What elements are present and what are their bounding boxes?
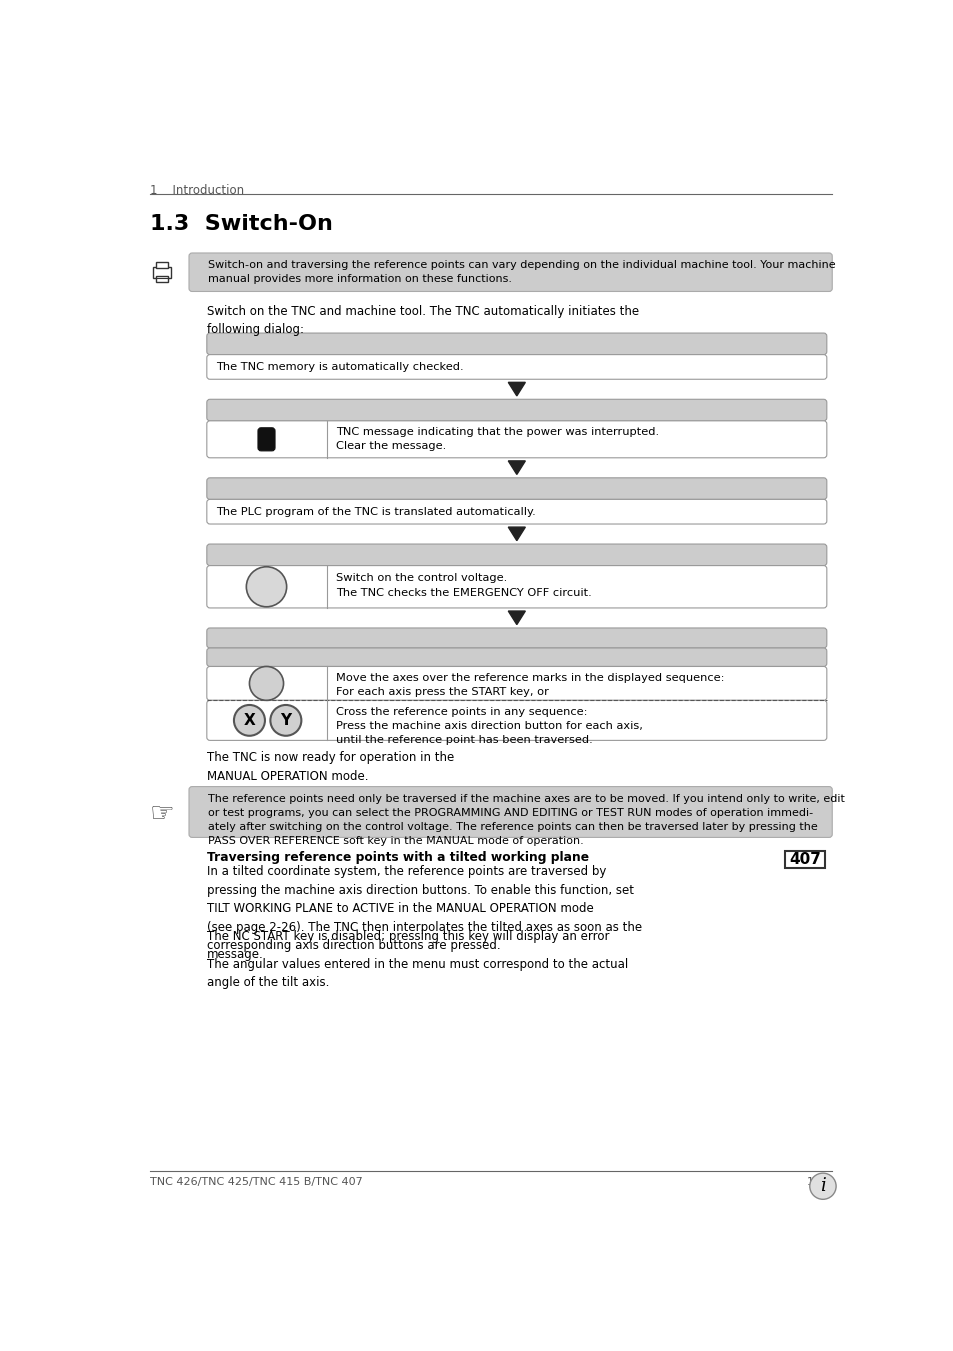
- Text: Switch on the TNC and machine tool. The TNC automatically initiates the
followin: Switch on the TNC and machine tool. The …: [207, 304, 639, 336]
- Text: Switch-on and traversing the reference points can vary depending on the individu: Switch-on and traversing the reference p…: [208, 259, 835, 284]
- Bar: [784, 851, 824, 869]
- Text: Move the axes over the reference marks in the displayed sequence:
For each axis : Move the axes over the reference marks i…: [335, 673, 724, 697]
- Text: i: i: [820, 1177, 825, 1196]
- FancyBboxPatch shape: [207, 648, 826, 666]
- Text: The NC START key is disabled; pressing this key will display an error
message.: The NC START key is disabled; pressing t…: [207, 929, 609, 962]
- FancyBboxPatch shape: [207, 666, 826, 700]
- Text: Traversing reference points with a tilted working plane: Traversing reference points with a tilte…: [207, 851, 588, 865]
- Text: Switch on the control voltage.
The TNC checks the EMERGENCY OFF circuit.: Switch on the control voltage. The TNC c…: [335, 573, 592, 597]
- Text: Y: Y: [280, 713, 291, 728]
- FancyBboxPatch shape: [189, 253, 831, 292]
- Text: TNC message indicating that the power was interrupted.
Clear the message.: TNC message indicating that the power wa…: [335, 427, 659, 451]
- Circle shape: [249, 666, 283, 700]
- FancyBboxPatch shape: [207, 400, 826, 422]
- FancyBboxPatch shape: [207, 478, 826, 500]
- Text: X: X: [243, 713, 255, 728]
- Circle shape: [246, 567, 286, 607]
- Polygon shape: [508, 527, 525, 540]
- Text: The angular values entered in the menu must correspond to the actual
angle of th: The angular values entered in the menu m…: [207, 958, 627, 989]
- Text: 407: 407: [788, 852, 821, 867]
- Circle shape: [809, 1173, 835, 1200]
- FancyBboxPatch shape: [207, 566, 826, 608]
- FancyBboxPatch shape: [207, 544, 826, 566]
- Text: Cross the reference points in any sequence:
Press the machine axis direction but: Cross the reference points in any sequen…: [335, 707, 642, 746]
- Text: 1-19: 1-19: [806, 1177, 831, 1188]
- Text: 1.3  Switch-On: 1.3 Switch-On: [150, 215, 333, 235]
- Polygon shape: [508, 382, 525, 396]
- Text: In a tilted coordinate system, the reference points are traversed by
pressing th: In a tilted coordinate system, the refer…: [207, 865, 641, 952]
- Text: The reference points need only be traversed if the machine axes are to be moved.: The reference points need only be traver…: [208, 793, 844, 846]
- FancyBboxPatch shape: [207, 354, 826, 380]
- Polygon shape: [508, 611, 525, 624]
- FancyBboxPatch shape: [207, 500, 826, 524]
- Text: The TNC is now ready for operation in the
MANUAL OPERATION mode.: The TNC is now ready for operation in th…: [207, 751, 454, 784]
- FancyBboxPatch shape: [207, 334, 826, 354]
- FancyBboxPatch shape: [207, 422, 826, 458]
- FancyBboxPatch shape: [257, 428, 274, 451]
- Circle shape: [270, 705, 301, 736]
- Circle shape: [233, 705, 265, 736]
- Bar: [152, 267, 171, 277]
- Polygon shape: [508, 461, 525, 474]
- FancyBboxPatch shape: [207, 628, 826, 648]
- Text: TNC 426/TNC 425/TNC 415 B/TNC 407: TNC 426/TNC 425/TNC 415 B/TNC 407: [150, 1177, 363, 1188]
- FancyBboxPatch shape: [207, 700, 826, 740]
- FancyBboxPatch shape: [189, 786, 831, 838]
- Text: ☞: ☞: [150, 800, 174, 828]
- Text: 1    Introduction: 1 Introduction: [150, 184, 244, 197]
- Bar: [155, 276, 168, 282]
- Text: The TNC memory is automatically checked.: The TNC memory is automatically checked.: [216, 362, 463, 373]
- Text: The PLC program of the TNC is translated automatically.: The PLC program of the TNC is translated…: [216, 507, 536, 517]
- Bar: [155, 262, 168, 269]
